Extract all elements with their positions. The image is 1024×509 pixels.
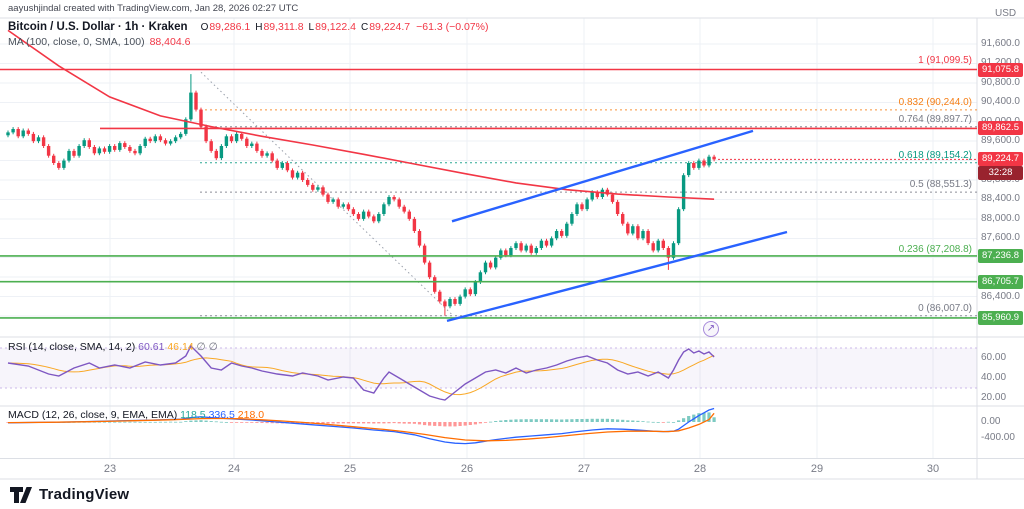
grid-lines (0, 18, 977, 458)
rsi-line[interactable] (7, 344, 715, 401)
fib-level-label: 1 (91,099.5) (918, 55, 972, 67)
rsi-indicator-label[interactable]: RSI (14, close, SMA, 14, 2) (8, 341, 136, 353)
ohlc-value: 89,122.4 (315, 21, 356, 33)
trend-line[interactable] (451, 129, 754, 223)
macd-tick[interactable]: 0.00 (981, 416, 1001, 427)
ma-indicator-value: 88,404.6 (149, 36, 191, 48)
time-axis-label[interactable]: 30 (926, 463, 940, 475)
macd-hist-value: 118.5 (180, 409, 206, 421)
fib-level-label: 0.832 (90,244.0) (898, 96, 972, 108)
symbol-legend[interactable]: Bitcoin / U.S. Dollar · 1h · Kraken O89,2… (8, 21, 488, 33)
fib-level-label: 0.618 (89,154.2) (898, 149, 972, 161)
macd-line-value: 336.5 (208, 409, 235, 421)
rsi-ma-value: 46.14 (167, 341, 194, 353)
ohlc-key: H (255, 22, 263, 33)
ma-legend[interactable]: MA (100, close, 0, SMA, 100) 88,404.6 (8, 36, 190, 48)
time-axis-label[interactable]: 24 (227, 463, 241, 475)
time-axis-label[interactable]: 25 (343, 463, 357, 475)
ma-100-line[interactable] (7, 29, 715, 200)
price-line-badge: 89,862.5 (978, 121, 1023, 136)
ma-indicator-label[interactable]: MA (100, close, 0, SMA, 100) (8, 36, 145, 48)
macd-tick[interactable]: -400.00 (981, 432, 1015, 443)
rsi-value: 60.61 (138, 341, 165, 353)
price-tick[interactable]: 90,000.0 (981, 116, 1020, 127)
tradingview-logo-icon (10, 486, 32, 503)
bar-countdown-badge: 32:28 (978, 166, 1023, 181)
price-tick[interactable]: 90,400.0 (981, 96, 1020, 108)
price-tick[interactable]: 88,400.0 (981, 193, 1020, 205)
tradingview-logo-text: TradingView (39, 486, 130, 503)
time-axis-label[interactable]: 26 (460, 463, 474, 475)
price-tick[interactable]: 86,400.0 (981, 290, 1020, 302)
rsi-tick[interactable]: 20.00 (981, 392, 1007, 403)
fib-level-label: 0.764 (89,897.7) (898, 113, 972, 125)
pane-separators (0, 17, 1024, 480)
time-axis-label[interactable]: 23 (103, 463, 117, 475)
rsi-tick[interactable]: 40.00 (981, 372, 1007, 383)
price-line-badge: 87,236.8 (978, 248, 1023, 263)
price-tick[interactable]: 91,600.0 (981, 38, 1020, 49)
time-axis-label[interactable]: 28 (693, 463, 707, 475)
ohlc-value: 89,311.8 (263, 21, 304, 33)
fib-level-label: 0.236 (87,208.8) (898, 244, 972, 256)
ohlc-key: C (360, 22, 369, 33)
price-line-badge: 86,705.7 (978, 274, 1023, 289)
time-axis-label[interactable]: 27 (577, 463, 591, 475)
last-price-badge: 89,224.7 (978, 152, 1023, 167)
rsi-band (0, 348, 977, 388)
symbol-title[interactable]: Bitcoin / U.S. Dollar · 1h · Kraken (8, 21, 188, 33)
price-line-badge: 91,075.8 (978, 62, 1023, 77)
ohlc-key: L (308, 22, 315, 33)
ohlc-value: 89,286.1 (209, 21, 251, 33)
rsi-tick[interactable]: 60.00 (981, 352, 1007, 363)
ohlc-key: O (200, 22, 209, 33)
ohlc-values: O89,286.1 H89,311.8 L89,122.4 C89,224.7 (196, 21, 411, 33)
rsi-hidden-plots: ∅ ∅ (196, 341, 218, 353)
price-line-badge: 85,960.9 (978, 310, 1023, 325)
price-tick[interactable]: 89,600.0 (981, 135, 1020, 147)
price-tick[interactable]: 87,600.0 (981, 232, 1020, 244)
change-value: −61.3 (−0.07%) (416, 21, 489, 33)
macd-indicator-label[interactable]: MACD (12, 26, close, 9, EMA, EMA) (8, 409, 178, 421)
price-axis-currency-label: USD (995, 8, 1017, 19)
price-tick[interactable]: 88,000.0 (981, 212, 1020, 224)
rsi-legend[interactable]: RSI (14, close, SMA, 14, 2) 60.61 46.14 … (8, 341, 218, 353)
time-axis-label[interactable]: 29 (810, 463, 824, 475)
tradingview-logo[interactable]: TradingView (10, 486, 129, 503)
fib-baseline-line[interactable] (200, 71, 453, 315)
trend-line[interactable] (446, 230, 788, 323)
drawing-pin-icon[interactable]: ↗ (703, 321, 719, 337)
credit-line: aayushjindal created with TradingView.co… (8, 3, 299, 14)
fib-level-label: 0 (86,007.0) (918, 302, 972, 314)
macd-legend[interactable]: MACD (12, 26, close, 9, EMA, EMA) 118.5 … (8, 409, 264, 421)
candlestick-series (6, 74, 716, 316)
price-tick[interactable]: 90,800.0 (981, 76, 1020, 88)
macd-signal-line[interactable] (7, 412, 715, 442)
ohlc-value: 89,224.7 (369, 21, 411, 33)
macd-signal-value: 218.0 (237, 409, 265, 421)
fib-level-label: 0.5 (88,551.3) (909, 179, 972, 191)
